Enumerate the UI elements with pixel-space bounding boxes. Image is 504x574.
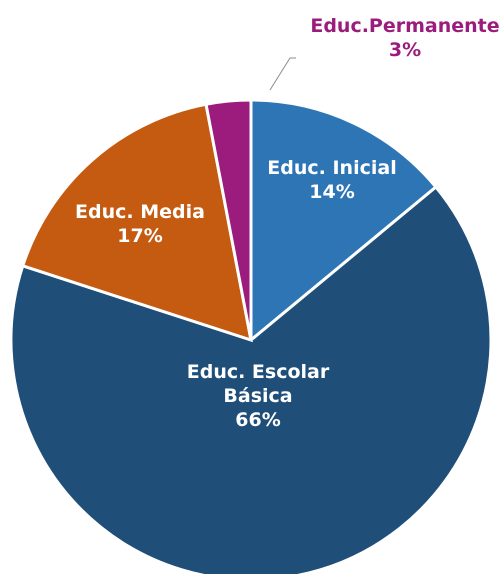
pie-slices xyxy=(9,98,493,574)
slice-name-line: Educ. Media xyxy=(75,201,205,223)
slice-name-line: Educ.Permanente xyxy=(310,15,499,37)
slice-labels: Educ. Inicial 14%Educ. Escolar Básica 66%Ed… xyxy=(75,15,500,431)
slice-percent: 3% xyxy=(389,39,421,61)
pie-slice-educ-permanente xyxy=(204,98,253,341)
leader-lines xyxy=(269,57,296,91)
slice-name-line: Educ. Escolar xyxy=(187,361,330,383)
leader-line-educ-permanente xyxy=(269,57,296,91)
slice-label-educ-media: Educ. Media 17% xyxy=(75,201,205,247)
pie-slice-educ-media xyxy=(20,102,253,343)
pie-slice-educ-inicial xyxy=(249,98,439,344)
slice-percent: 14% xyxy=(309,181,354,203)
slice-label-educ-escolar-basica: Educ. Escolar Básica 66% xyxy=(187,361,330,431)
slice-name-line: Educ. Inicial xyxy=(267,157,396,179)
slice-name-line: Básica xyxy=(223,385,292,407)
slice-percent: 66% xyxy=(235,409,280,431)
slice-label-educ-permanente: Educ.Permanente 3% xyxy=(310,15,499,61)
pie-slice-educ-escolar-basica xyxy=(9,184,493,574)
slice-label-educ-inicial: Educ. Inicial 14% xyxy=(267,157,396,203)
slice-percent: 17% xyxy=(117,225,162,247)
